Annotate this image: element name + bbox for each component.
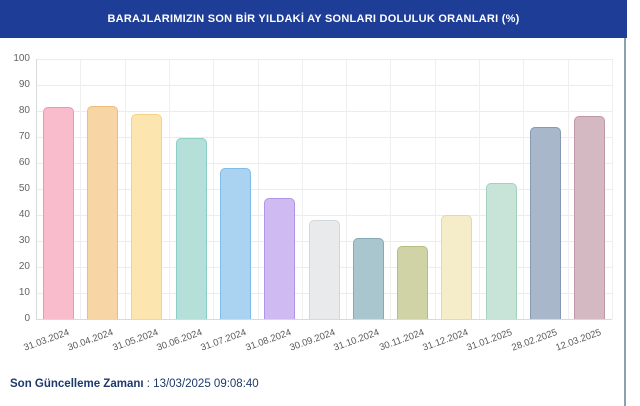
y-tick-label: 90 <box>18 79 30 90</box>
v-gridline <box>434 59 436 319</box>
bar-30.06.2024[interactable] <box>175 138 207 319</box>
y-tick-label: 100 <box>13 53 30 64</box>
h-gridline <box>36 215 612 216</box>
v-gridline <box>80 59 82 319</box>
v-gridline <box>168 59 170 319</box>
last-update-separator: : <box>143 378 154 390</box>
h-gridline <box>36 137 612 138</box>
v-gridline <box>36 59 37 319</box>
bar-30.09.2024[interactable] <box>308 220 340 319</box>
bar-31.05.2024[interactable] <box>131 113 163 319</box>
last-update-label: Son Güncelleme Zamanı <box>10 378 144 390</box>
bar-31.08.2024[interactable] <box>264 198 296 319</box>
bar-28.02.2025[interactable] <box>530 126 562 319</box>
v-gridline <box>567 59 569 319</box>
v-gridline <box>124 59 126 319</box>
v-gridline <box>301 59 303 319</box>
last-update-value: 13/03/2025 09:08:40 <box>153 378 259 390</box>
chart-title-bar: BARAJLARIMIZIN SON BİR YILDAKİ AY SONLAR… <box>0 0 627 38</box>
bar-chart: 0 10 20 30 40 50 60 70 80 90 100 31.03.2024 30.04.20… <box>13 53 613 354</box>
v-gridline <box>612 59 613 319</box>
h-gridline <box>36 111 612 112</box>
h-gridline <box>36 163 612 164</box>
y-tick-label: 0 <box>24 313 30 324</box>
last-update-text: Son Güncelleme Zamanı : 13/03/2025 09:08… <box>10 378 259 390</box>
y-tick-label: 20 <box>18 261 30 272</box>
bar-12.03.2025[interactable] <box>574 116 606 319</box>
bar-31.07.2024[interactable] <box>219 168 251 319</box>
y-tick-label: 40 <box>18 209 30 220</box>
h-gridline <box>36 189 612 190</box>
bar-30.04.2024[interactable] <box>86 105 118 319</box>
bar-31.01.2025[interactable] <box>485 182 517 319</box>
y-tick-label: 10 <box>18 287 30 298</box>
h-gridline <box>36 319 612 320</box>
y-tick-label: 30 <box>18 235 30 246</box>
chart-title: BARAJLARIMIZIN SON BİR YILDAKİ AY SONLAR… <box>107 13 520 25</box>
y-tick-label: 50 <box>18 183 30 194</box>
v-gridline <box>257 59 259 319</box>
v-gridline <box>213 59 215 319</box>
bar-30.11.2024[interactable] <box>397 246 429 319</box>
v-gridline <box>346 59 348 319</box>
v-gridline <box>523 59 525 319</box>
v-gridline <box>390 59 392 319</box>
bar-31.12.2024[interactable] <box>441 215 473 319</box>
h-gridline <box>36 59 612 60</box>
bar-31.03.2024[interactable] <box>42 107 74 319</box>
right-border-line <box>624 38 626 406</box>
y-tick-label: 80 <box>18 105 30 116</box>
h-gridline <box>36 85 612 86</box>
v-gridline <box>479 59 481 319</box>
y-tick-label: 70 <box>18 131 30 142</box>
bar-31.10.2024[interactable] <box>352 238 384 319</box>
y-tick-label: 60 <box>18 157 30 168</box>
